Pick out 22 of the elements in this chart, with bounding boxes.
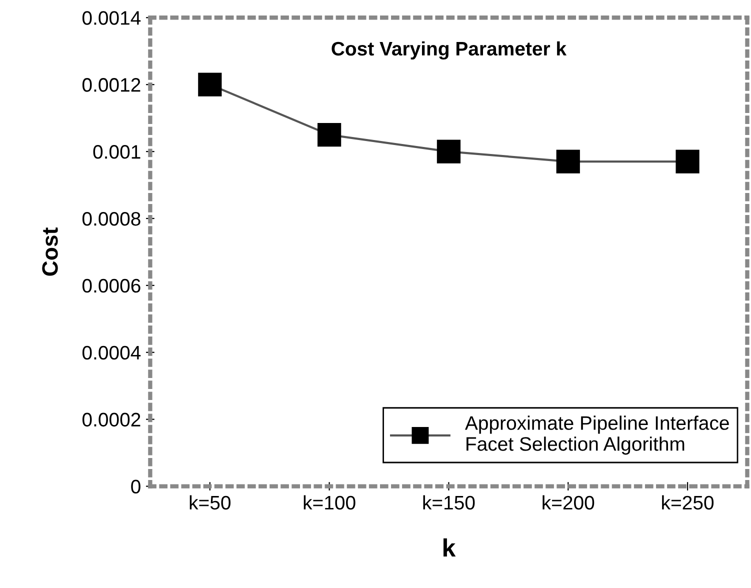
point (556, 150, 580, 174)
point (198, 72, 222, 96)
y-axis-title: Cost (42, 228, 58, 276)
y-tick-label: 0.0008 (82, 212, 140, 226)
x-tick-label: k=100 (304, 495, 356, 510)
x-tick-label: k=150 (423, 495, 475, 510)
point (676, 150, 700, 174)
point (318, 122, 342, 147)
y-tick-label: 0.0014 (82, 11, 141, 25)
y-tick-label: 0 (131, 480, 140, 494)
y-tick-label: 0.0012 (82, 78, 140, 92)
text: Cost Varying Parameter k (332, 41, 567, 60)
point (436, 140, 461, 164)
y-tick-label: 0.001 (93, 145, 140, 159)
x-tick-label: k=250 (662, 495, 714, 510)
y-tick-label: 0.0006 (82, 278, 140, 293)
x-axis-title: k (444, 538, 456, 557)
y-tick-label: 0.0004 (82, 346, 141, 360)
x-tick-label: k=50 (190, 495, 230, 510)
x-tick-label: k=200 (542, 495, 594, 510)
legend-label: Approximate Pipeline Interface Facet Selection Algorithm (464, 416, 729, 455)
y-tick-label: 0.0002 (82, 412, 140, 427)
